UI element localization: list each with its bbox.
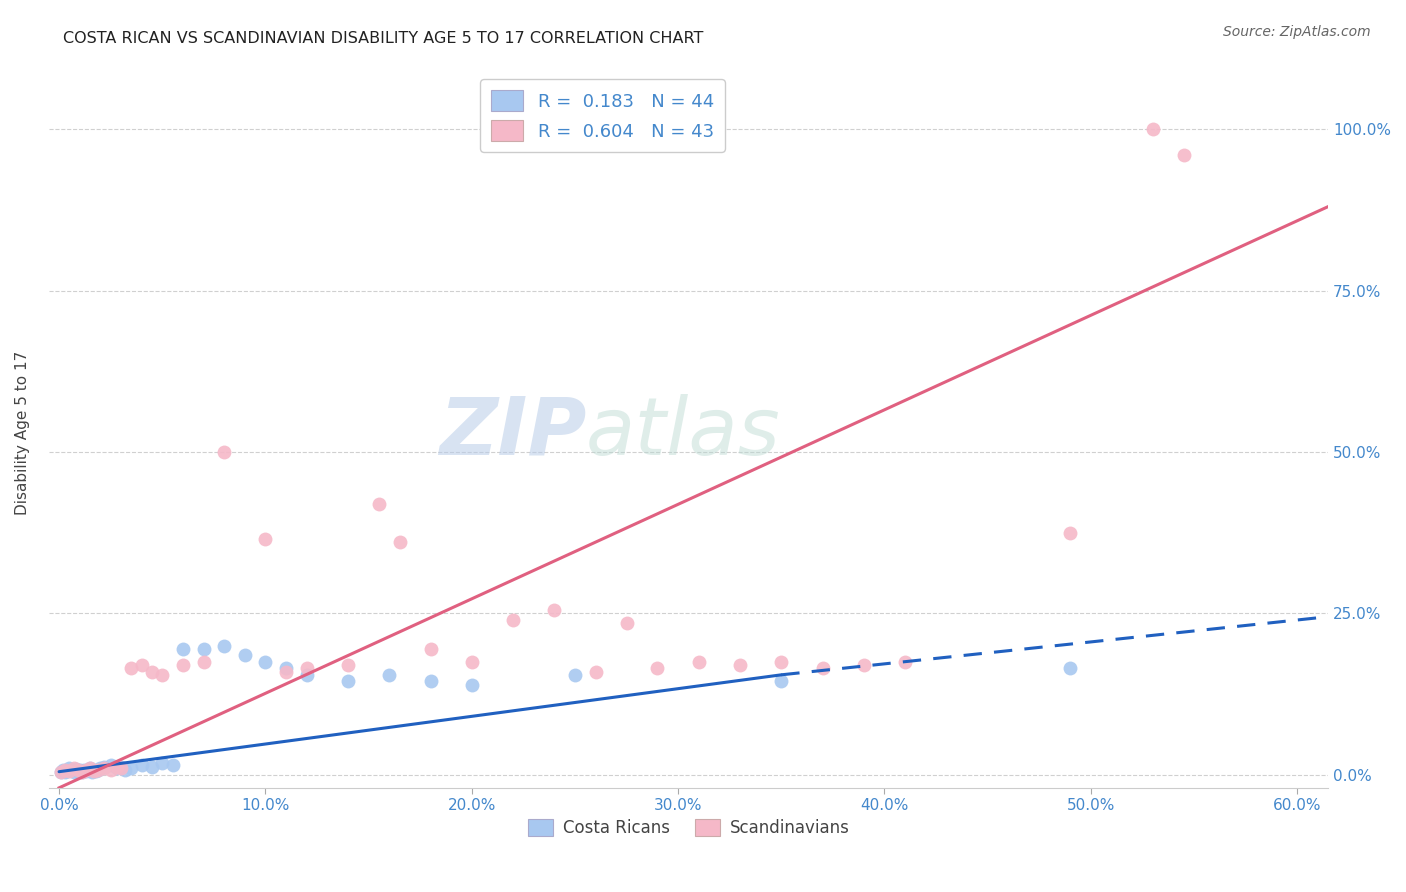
Point xyxy=(105,762,128,776)
Point xyxy=(80,764,103,779)
Point xyxy=(56,764,79,778)
Y-axis label: Disability Age 5 to 17: Disability Age 5 to 17 xyxy=(15,351,30,515)
Point xyxy=(79,762,101,776)
Point xyxy=(172,642,194,657)
Point xyxy=(543,603,565,617)
Point xyxy=(811,661,834,675)
Point xyxy=(70,764,93,779)
Point xyxy=(79,762,101,776)
Point xyxy=(616,616,638,631)
Point xyxy=(1059,525,1081,540)
Point xyxy=(728,658,751,673)
Point xyxy=(688,655,710,669)
Point xyxy=(150,668,173,682)
Point xyxy=(70,764,93,779)
Point xyxy=(378,668,401,682)
Point xyxy=(141,760,163,774)
Point xyxy=(461,677,484,691)
Point xyxy=(49,764,72,779)
Point xyxy=(336,674,359,689)
Point xyxy=(770,674,793,689)
Point xyxy=(502,613,524,627)
Point xyxy=(150,756,173,771)
Point xyxy=(66,764,89,778)
Point xyxy=(114,763,136,777)
Point xyxy=(770,655,793,669)
Point xyxy=(419,642,441,657)
Point xyxy=(336,658,359,673)
Point xyxy=(100,763,122,777)
Point xyxy=(212,445,235,459)
Point xyxy=(564,668,586,682)
Text: COSTA RICAN VS SCANDINAVIAN DISABILITY AGE 5 TO 17 CORRELATION CHART: COSTA RICAN VS SCANDINAVIAN DISABILITY A… xyxy=(63,31,703,46)
Point xyxy=(419,674,441,689)
Point xyxy=(110,762,132,776)
Point xyxy=(295,668,318,682)
Point xyxy=(120,661,142,675)
Point xyxy=(131,658,153,673)
Point xyxy=(233,648,256,663)
Point xyxy=(58,764,80,778)
Point xyxy=(193,655,215,669)
Point xyxy=(77,763,100,777)
Point xyxy=(89,762,111,776)
Point xyxy=(172,658,194,673)
Text: atlas: atlas xyxy=(586,393,780,472)
Point xyxy=(83,764,105,778)
Point xyxy=(87,763,110,777)
Point xyxy=(62,762,84,776)
Point xyxy=(60,764,83,778)
Text: ZIP: ZIP xyxy=(439,393,586,472)
Point xyxy=(274,661,297,675)
Point xyxy=(585,665,607,679)
Point xyxy=(75,763,97,777)
Point xyxy=(1173,148,1195,162)
Point xyxy=(84,764,107,778)
Point xyxy=(1059,661,1081,675)
Point xyxy=(105,760,128,774)
Point xyxy=(49,764,72,779)
Point xyxy=(87,763,110,777)
Point xyxy=(53,765,76,780)
Point xyxy=(75,764,97,778)
Point xyxy=(1142,122,1164,136)
Point xyxy=(93,760,115,774)
Point xyxy=(66,764,89,778)
Point xyxy=(73,764,96,778)
Point xyxy=(131,758,153,772)
Point xyxy=(120,762,142,776)
Point xyxy=(254,532,277,546)
Point xyxy=(52,763,75,777)
Point xyxy=(647,661,669,675)
Point xyxy=(58,762,80,776)
Point xyxy=(110,760,132,774)
Point xyxy=(388,535,411,549)
Point xyxy=(100,758,122,772)
Point xyxy=(69,763,91,777)
Point xyxy=(295,661,318,675)
Point xyxy=(65,762,87,776)
Point xyxy=(852,658,875,673)
Point xyxy=(461,655,484,669)
Point xyxy=(274,665,297,679)
Legend: Costa Ricans, Scandinavians: Costa Ricans, Scandinavians xyxy=(520,812,856,844)
Point xyxy=(93,762,115,776)
Point xyxy=(53,763,76,777)
Point xyxy=(162,758,184,772)
Point xyxy=(894,655,917,669)
Point xyxy=(62,764,84,779)
Text: Source: ZipAtlas.com: Source: ZipAtlas.com xyxy=(1223,25,1371,39)
Point xyxy=(141,665,163,679)
Point xyxy=(193,642,215,657)
Point xyxy=(212,639,235,653)
Point xyxy=(83,764,105,778)
Point xyxy=(254,655,277,669)
Point xyxy=(367,497,389,511)
